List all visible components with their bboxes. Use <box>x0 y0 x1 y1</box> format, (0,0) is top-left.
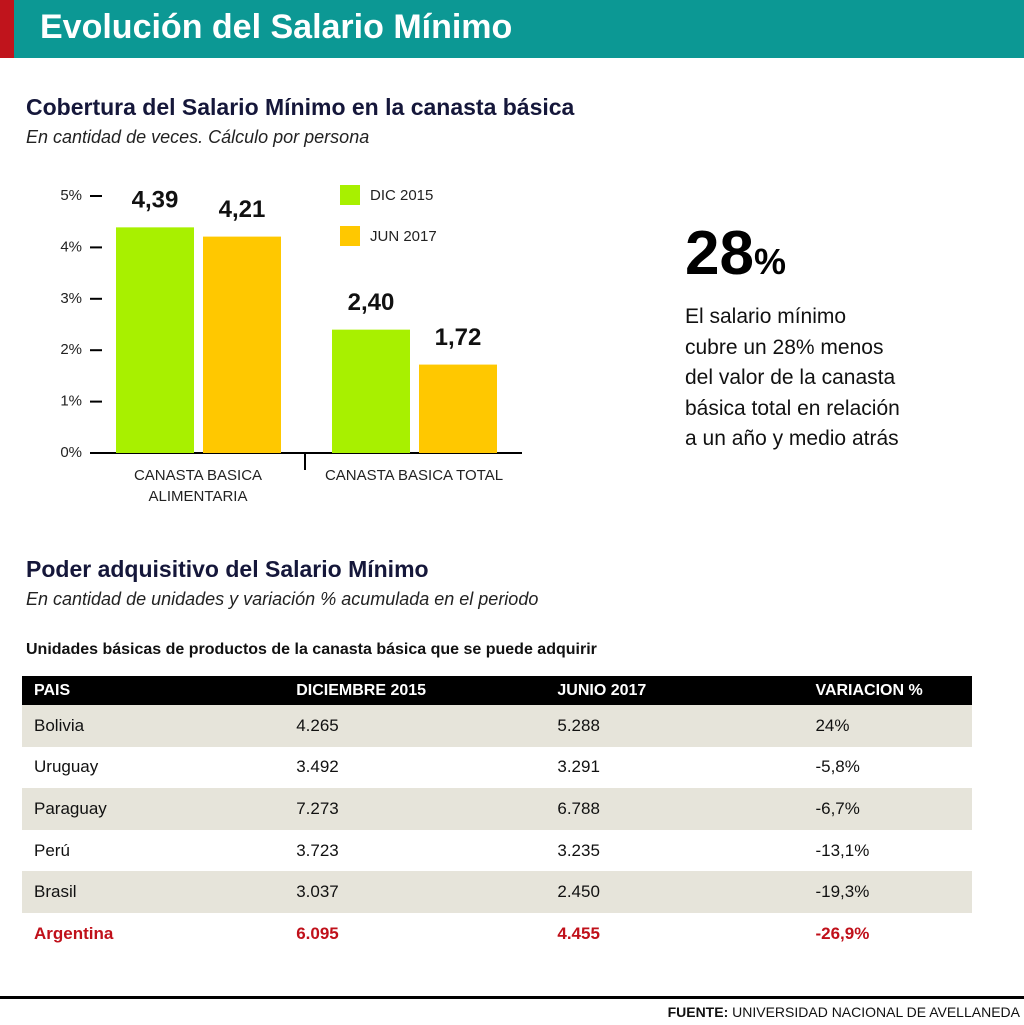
table-cell: -5,8% <box>815 757 860 777</box>
footer: FUENTE: UNIVERSIDAD NACIONAL DE AVELLANE… <box>668 1004 1020 1020</box>
table-row: Bolivia 4.265 5.288 24% <box>22 705 972 747</box>
callout-line: a un año y medio atrás <box>685 427 899 450</box>
table-cell: -26,9% <box>815 923 870 943</box>
table-cell: 2.450 <box>545 871 804 913</box>
callout-number: 28 <box>685 219 754 288</box>
chart-title: Cobertura del Salario Mínimo en la canas… <box>26 94 575 120</box>
table-cell: 24% <box>803 705 972 747</box>
footer-rule <box>0 996 1024 999</box>
column-header: JUNIO 2017 <box>545 676 804 705</box>
y-tick-label: 2% <box>60 341 82 358</box>
page-title: Evolución del Salario Mínimo <box>40 8 513 46</box>
section-title: Poder adquisitivo del Salario Mínimo <box>26 556 429 582</box>
footer-label: FUENTE: <box>667 1004 729 1020</box>
table-row: Uruguay 3.492 3.291 -5,8% <box>22 747 972 789</box>
bar <box>116 227 194 453</box>
footer-text: UNIVERSIDAD NACIONAL DE AVELLANEDA <box>732 1004 1020 1020</box>
table-cell: 3.291 <box>557 757 600 777</box>
value-label: 2,40 <box>348 289 395 316</box>
value-label: 4,21 <box>219 196 266 223</box>
table-cell: 3.723 <box>296 840 339 860</box>
legend-swatch <box>340 226 360 246</box>
chart-subtitle: En cantidad de veces. Cálculo por person… <box>26 127 370 147</box>
table-cell: 6.095 <box>296 923 339 943</box>
y-tick-label: 3% <box>60 290 82 307</box>
value-label: 4,39 <box>132 187 179 214</box>
table-cell: 3.492 <box>296 757 339 777</box>
column-header: DICIEMBRE 2015 <box>284 676 546 705</box>
y-tick-label: 4% <box>60 238 82 255</box>
table-cell: Perú <box>34 840 70 860</box>
table-row: Paraguay 7.273 6.788 -6,7% <box>22 788 972 830</box>
callout-line: cubre un 28% menos <box>685 335 884 359</box>
table-cell: Brasil <box>22 871 285 913</box>
legend-label: JUN 2017 <box>370 228 437 245</box>
table-cell: 6.788 <box>545 788 804 830</box>
callout-line: El salario mínimo <box>685 305 847 328</box>
y-tick-label: 5% <box>60 187 82 204</box>
table-cell: 7.273 <box>284 788 546 830</box>
table-cell: 4.265 <box>284 705 546 747</box>
table-cell: 4.455 <box>557 923 600 943</box>
y-tick-label: 1% <box>60 393 82 410</box>
table-cell: -13,1% <box>815 840 870 860</box>
chart: 0% 1% 2% 3% 4% 5% 4,39 2,40 DIC 2015 4,21 1,72 JUN … <box>60 185 522 470</box>
x-tick-label: CANASTA BASICA TOTAL <box>324 467 504 484</box>
bar <box>332 329 410 453</box>
callout-value: 28% <box>685 218 786 289</box>
section-subtitle: En cantidad de unidades y variación % ac… <box>26 589 539 609</box>
table-cell: -19,3% <box>803 871 972 913</box>
table-row: Argentina 6.095 4.455 -26,9% <box>22 913 972 955</box>
callout-line: del valor de la canasta <box>685 366 896 389</box>
column-header: PAIS <box>22 676 285 705</box>
table-cell: Paraguay <box>22 788 285 830</box>
header-band <box>0 0 1024 58</box>
legend-label: DIC 2015 <box>370 187 433 204</box>
table-caption: Unidades básicas de productos de la cana… <box>26 641 597 658</box>
table-cell: 5.288 <box>545 705 804 747</box>
legend-swatch <box>340 185 360 205</box>
bar <box>419 364 497 453</box>
table-cell: -6,7% <box>803 788 972 830</box>
value-label: 1,72 <box>435 324 482 351</box>
callout-unit: % <box>753 241 786 282</box>
table-row: Brasil 3.037 2.450 -19,3% <box>22 871 972 913</box>
table-header: PAIS DICIEMBRE 2015 JUNIO 2017 VARIACION % <box>22 676 972 705</box>
callout-line: básica total en relación <box>685 396 900 420</box>
header-accent <box>0 0 14 58</box>
bar <box>203 236 281 453</box>
table-cell: 3.235 <box>557 840 600 860</box>
table-cell: Uruguay <box>34 757 99 777</box>
y-tick-label: 0% <box>60 444 82 461</box>
table-row: Perú 3.723 3.235 -13,1% <box>22 830 972 872</box>
x-tick-label: CANASTA BASICA ALIMENTARIA <box>133 467 263 505</box>
table: PAIS DICIEMBRE 2015 JUNIO 2017 VARIACION % B… <box>22 676 972 955</box>
table-cell: Argentina <box>34 923 114 943</box>
table-cell: Bolivia <box>22 705 285 747</box>
column-header: VARIACION % <box>803 676 972 705</box>
table-cell: 3.037 <box>284 871 546 913</box>
callout-text: El salario mínimo cubre un 28% menos del v… <box>685 302 900 455</box>
